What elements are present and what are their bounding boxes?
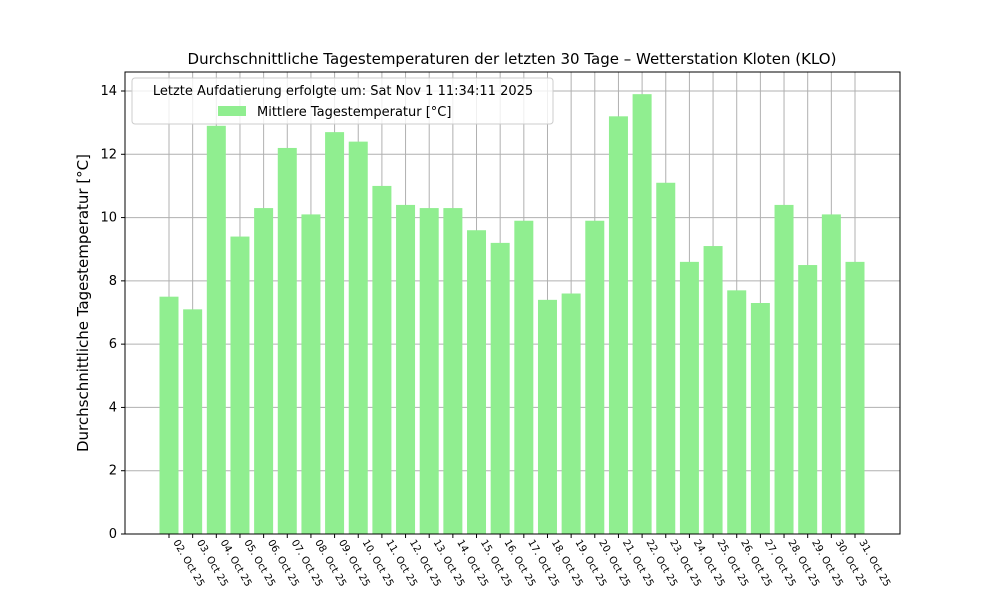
bar — [443, 208, 463, 535]
y-tick-label: 0 — [109, 527, 117, 542]
y-tick-label: 6 — [109, 337, 117, 352]
bar — [537, 299, 557, 534]
legend: Letzte Aufdatierung erfolgte um: Sat Nov… — [131, 77, 554, 125]
y-tick-label: 4 — [109, 400, 117, 415]
bar — [348, 141, 368, 534]
y-tick-label: 8 — [109, 274, 117, 289]
bar — [419, 208, 439, 535]
bar — [750, 303, 770, 534]
bar — [608, 116, 628, 535]
bar — [325, 132, 345, 534]
bar — [679, 261, 699, 534]
bar — [301, 214, 321, 534]
bar — [798, 265, 818, 534]
bar — [727, 290, 747, 534]
bar — [183, 309, 203, 534]
legend-entry: Mittlere Tagestemperatur [°C] — [257, 105, 451, 120]
bar — [561, 293, 581, 534]
bar — [490, 242, 510, 534]
bar — [230, 236, 250, 535]
plot-frame — [124, 71, 901, 535]
y-axis-label: Durchschnittliche Tagestemperatur [°C] — [74, 154, 92, 452]
bar — [585, 220, 605, 534]
bar — [514, 220, 534, 534]
y-tick-label: 2 — [109, 464, 117, 479]
bar — [821, 214, 841, 534]
bar — [467, 230, 487, 534]
bar — [774, 204, 794, 534]
legend-swatch — [218, 106, 246, 116]
bar — [254, 208, 274, 535]
bar — [632, 94, 652, 535]
bars — [159, 94, 865, 535]
bar — [656, 182, 676, 534]
bar — [206, 125, 226, 535]
legend-title: Letzte Aufdatierung erfolgte um: Sat Nov… — [153, 84, 533, 99]
y-tick-label: 10 — [100, 211, 117, 226]
bar — [277, 147, 297, 534]
bar — [845, 261, 865, 534]
bar — [159, 296, 179, 534]
chart-title: Durchschnittliche Tagestemperaturen der … — [188, 50, 837, 68]
bar — [396, 204, 416, 534]
bar — [372, 185, 392, 534]
y-tick-label: 14 — [100, 84, 117, 99]
y-tick-label: 12 — [100, 147, 117, 162]
bar — [703, 246, 723, 535]
